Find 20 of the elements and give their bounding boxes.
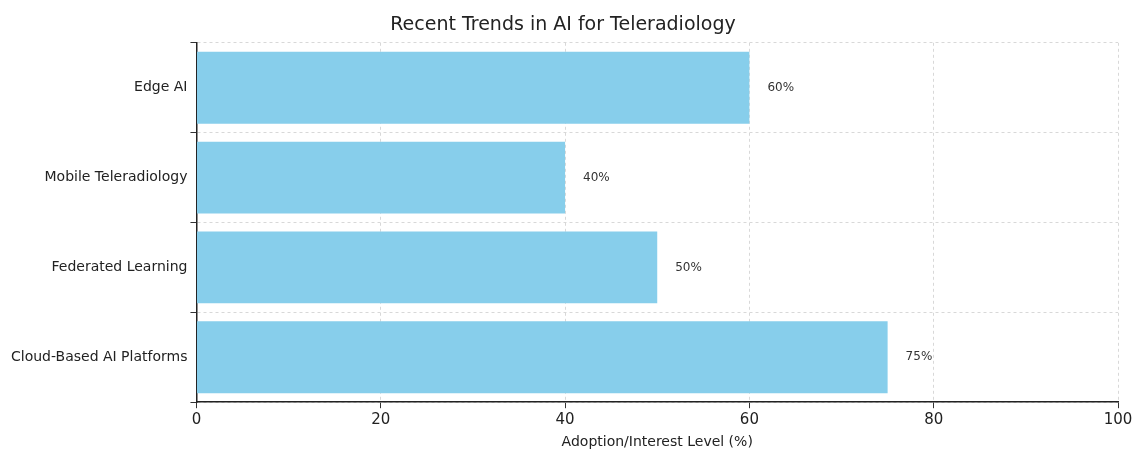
y-tick-label: Edge AI xyxy=(134,78,188,95)
data-label: 60% xyxy=(767,79,795,94)
bar xyxy=(196,321,888,394)
bar xyxy=(196,141,566,214)
y-tick-label: Cloud-Based AI Platforms xyxy=(10,347,188,364)
chart-title: Recent Trends in AI for Teleradiology xyxy=(390,12,736,35)
x-axis-title: Adoption/Interest Level (%) xyxy=(561,433,753,450)
x-tick-label: 60 xyxy=(739,410,759,429)
x-tick-label: 100 xyxy=(1103,410,1133,429)
y-tick-label: Federated Learning xyxy=(51,258,188,275)
x-tick-label: 80 xyxy=(924,410,944,429)
x-tick-label: 0 xyxy=(191,410,202,429)
bar xyxy=(196,51,750,124)
bar xyxy=(196,231,658,304)
data-label: 75% xyxy=(905,349,933,364)
x-tick-label: 40 xyxy=(555,410,575,429)
data-label: 40% xyxy=(583,169,610,184)
y-tick-label: Mobile Teleradiology xyxy=(44,168,188,185)
data-label: 50% xyxy=(675,259,702,274)
x-tick-label: 20 xyxy=(371,410,391,429)
